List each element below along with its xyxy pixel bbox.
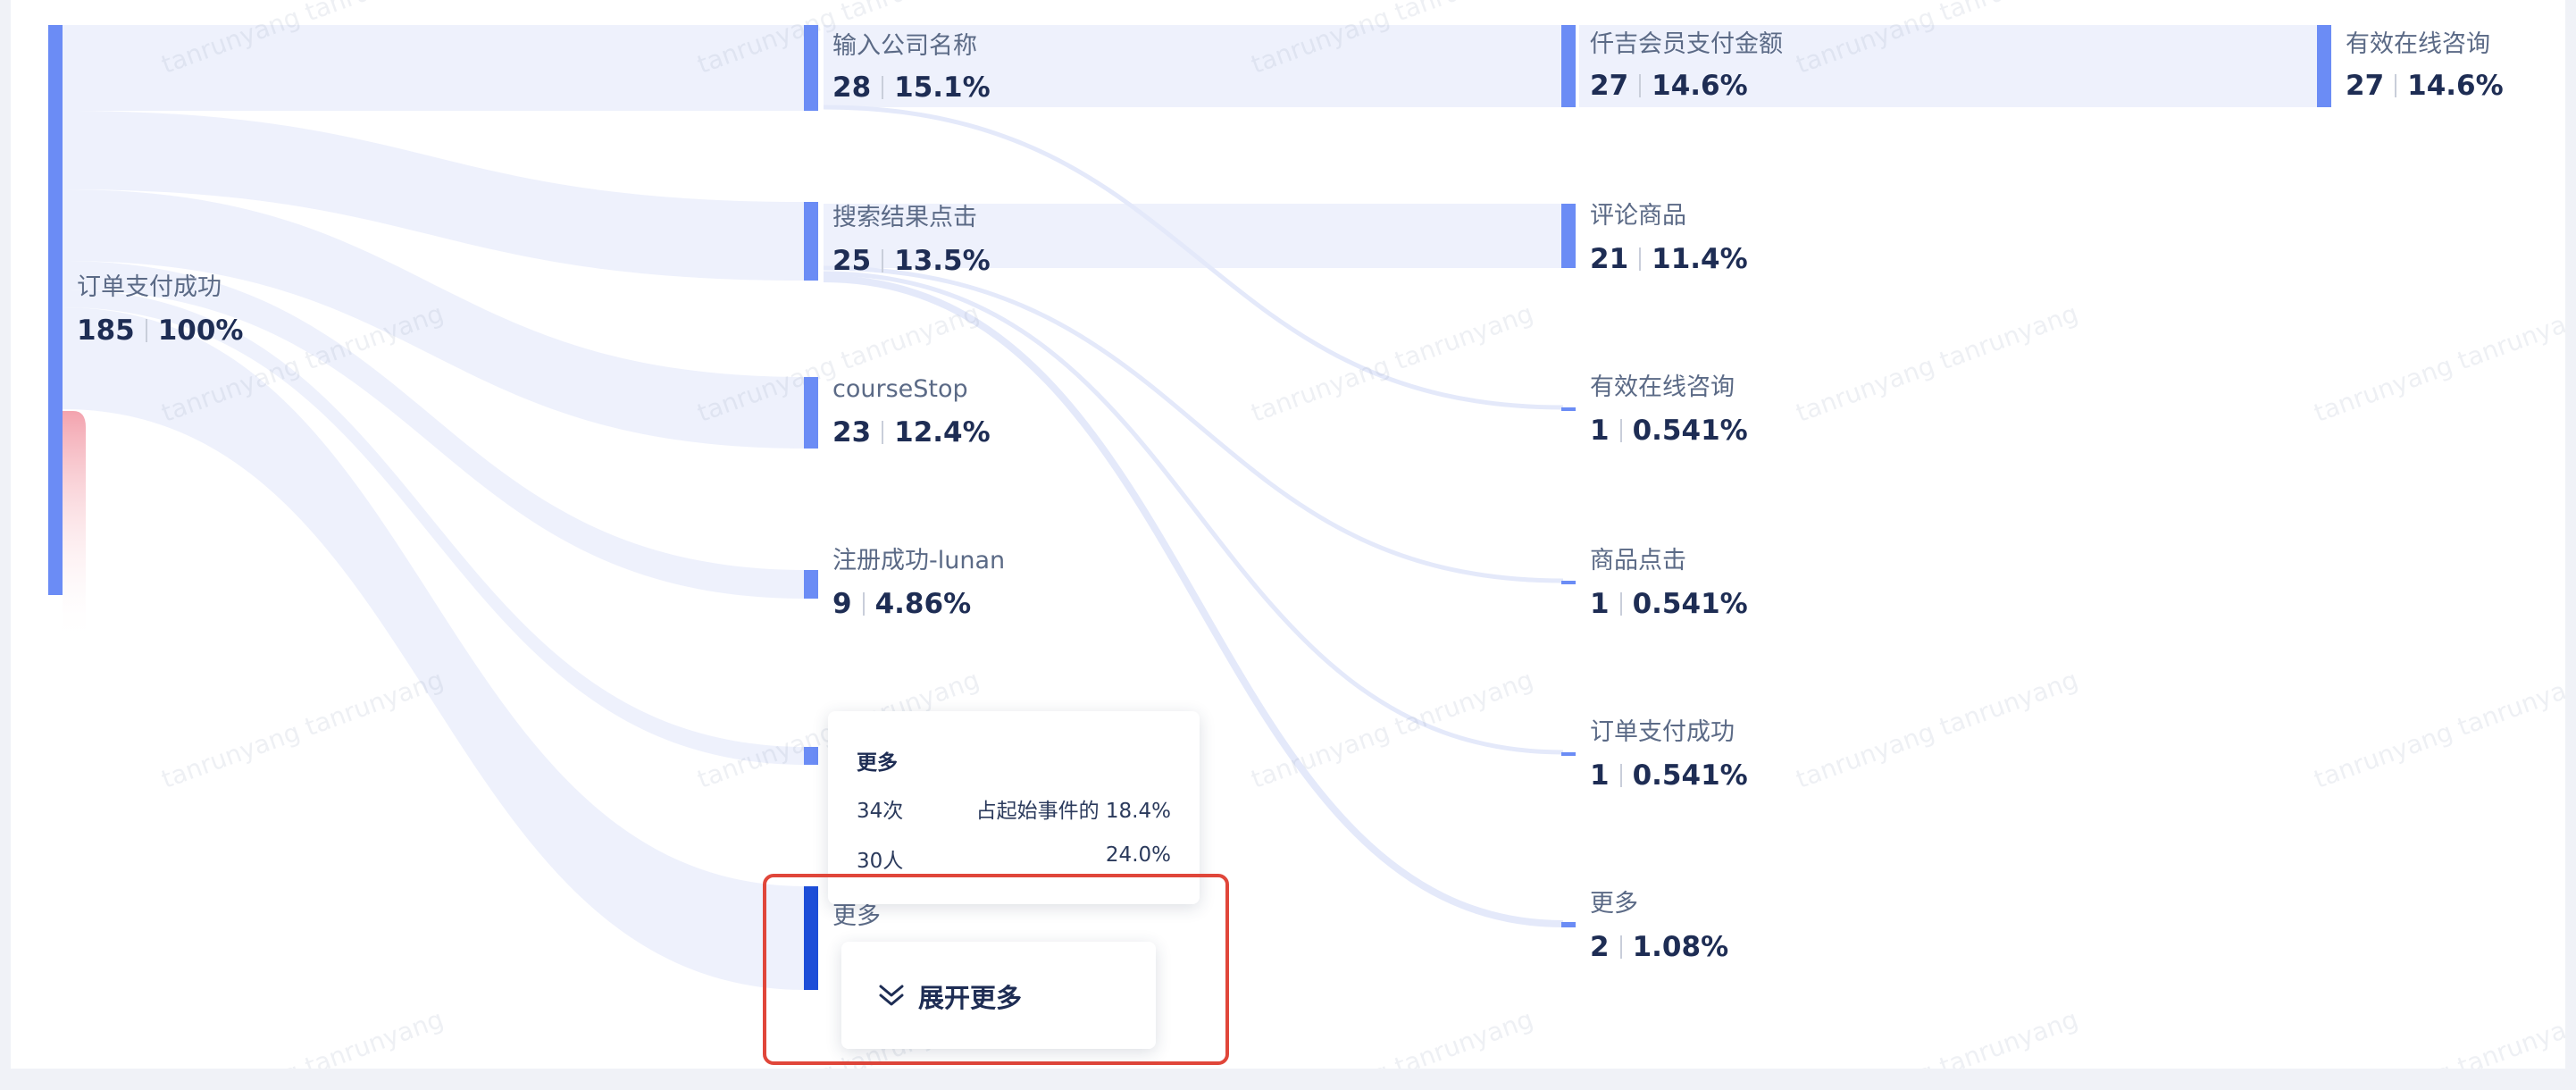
node-count: 27 bbox=[1590, 70, 1629, 102]
tooltip-row-users: 30人 24.0% bbox=[857, 843, 1171, 874]
node-percent: 4.86% bbox=[874, 588, 972, 620]
flow-paths bbox=[63, 25, 2319, 990]
node-percent: 14.6% bbox=[2407, 70, 2504, 102]
node-percent: 12.4% bbox=[894, 416, 991, 449]
node-label: 更多 bbox=[832, 902, 881, 930]
expand-more-label: 展开更多 bbox=[918, 983, 1023, 1013]
flow-search-to-click[interactable] bbox=[823, 265, 1564, 583]
node-count: 28 bbox=[832, 71, 872, 104]
highlight-annotation bbox=[763, 874, 1229, 1065]
node-bar[interactable] bbox=[804, 377, 818, 449]
tooltip-row-times: 34次 占起始事件的 18.4% bbox=[857, 793, 1171, 824]
flow-root-to-more-small[interactable] bbox=[63, 289, 806, 765]
node-bar[interactable] bbox=[1561, 25, 1576, 107]
node-bar[interactable] bbox=[2317, 25, 2331, 107]
node-percent: 0.541% bbox=[1632, 415, 1748, 447]
node-bar[interactable] bbox=[1561, 581, 1576, 584]
node-label: 有效在线咨询 bbox=[1590, 373, 1735, 401]
node-percent: 13.5% bbox=[894, 245, 991, 277]
expand-more-button[interactable]: 展开更多 bbox=[841, 942, 1156, 1049]
node-bar[interactable] bbox=[804, 570, 818, 599]
node-label: courseStop bbox=[832, 375, 968, 403]
flow-company-to-consult[interactable] bbox=[823, 105, 1564, 410]
node-count: 21 bbox=[1590, 243, 1629, 275]
node-percent: 14.6% bbox=[1652, 70, 1748, 102]
tooltip-users-ratio: 24.0% bbox=[1105, 843, 1171, 867]
node-percent: 0.541% bbox=[1632, 588, 1748, 620]
node-tooltip: 更多 34次 占起始事件的 18.4% 30人 24.0% bbox=[828, 711, 1200, 904]
node-bar[interactable] bbox=[48, 25, 63, 595]
node-label: 注册成功-lunan bbox=[832, 547, 1006, 574]
node-bar[interactable] bbox=[1561, 407, 1576, 411]
node-count: 185 bbox=[77, 314, 135, 347]
tooltip-times: 34次 bbox=[857, 800, 904, 823]
node-count: 25 bbox=[832, 245, 872, 277]
node-count: 1 bbox=[1590, 759, 1610, 792]
flow-root-to-coursestop[interactable] bbox=[63, 189, 806, 449]
flow-root-to-more[interactable] bbox=[63, 307, 806, 990]
node-bar[interactable] bbox=[1561, 752, 1576, 756]
node-stat: 23 12.4% bbox=[832, 416, 991, 449]
churn-indicator[interactable] bbox=[63, 411, 86, 643]
node-label: 有效在线咨询 bbox=[2346, 30, 2490, 58]
node-label: 订单支付成功 bbox=[77, 273, 222, 301]
double-chevron-down-icon bbox=[879, 985, 904, 1006]
node-stat: 1 0.541% bbox=[1590, 415, 1748, 447]
node-bar[interactable] bbox=[804, 25, 818, 111]
node-bar[interactable] bbox=[804, 747, 818, 765]
node-label: 商品点击 bbox=[1590, 547, 1686, 574]
flow-root-to-register[interactable] bbox=[63, 261, 806, 599]
node-stat: 1 0.541% bbox=[1590, 759, 1748, 792]
node-count: 2 bbox=[1590, 931, 1610, 963]
node-count: 9 bbox=[832, 588, 852, 620]
node-count: 23 bbox=[832, 416, 872, 449]
node-count: 27 bbox=[2346, 70, 2385, 102]
node-stat: 27 14.6% bbox=[1590, 70, 1748, 102]
tooltip-users: 30人 bbox=[857, 850, 904, 873]
node-percent: 100% bbox=[157, 314, 244, 347]
node-bar[interactable] bbox=[804, 202, 818, 281]
flow-search-to-comment[interactable] bbox=[824, 204, 1563, 268]
node-label: 更多 bbox=[1590, 890, 1638, 918]
flow-search-to-order[interactable] bbox=[823, 271, 1564, 755]
node-stat: 2 1.08% bbox=[1590, 931, 1728, 963]
flow-search-to-more[interactable] bbox=[823, 275, 1564, 927]
node-bar[interactable] bbox=[1561, 922, 1576, 927]
flow-root-to-search[interactable] bbox=[63, 111, 806, 281]
node-percent: 1.08% bbox=[1632, 931, 1729, 963]
node-bar[interactable] bbox=[1561, 204, 1576, 268]
node-percent: 11.4% bbox=[1652, 243, 1748, 275]
node-count: 1 bbox=[1590, 415, 1610, 447]
node-label: 评论商品 bbox=[1590, 202, 1686, 230]
node-percent: 15.1% bbox=[894, 71, 991, 104]
node-stat: 28 15.1% bbox=[832, 71, 991, 104]
node-label: 输入公司名称 bbox=[832, 32, 977, 60]
sankey-canvas: tanrunyang tanrunyang tanrunyang tanruny… bbox=[11, 0, 2565, 1069]
node-stat: 21 11.4% bbox=[1590, 243, 1748, 275]
flow-member-pay-to-consult[interactable] bbox=[1579, 25, 2319, 107]
node-stat: 1 0.541% bbox=[1590, 588, 1748, 620]
tooltip-times-ratio: 占起始事件的 18.4% bbox=[975, 800, 1171, 823]
node-stat: 27 14.6% bbox=[2346, 70, 2504, 102]
node-percent: 0.541% bbox=[1632, 759, 1748, 792]
node-stat: 9 4.86% bbox=[832, 588, 971, 620]
node-label: 订单支付成功 bbox=[1590, 718, 1735, 746]
node-bar[interactable] bbox=[804, 886, 818, 990]
node-stat: 25 13.5% bbox=[832, 245, 991, 277]
tooltip-title: 更多 bbox=[857, 751, 898, 775]
flow-company-to-member-pay[interactable] bbox=[824, 25, 1563, 107]
node-stat: 185 100% bbox=[77, 314, 244, 347]
node-count: 1 bbox=[1590, 588, 1610, 620]
node-label: 仟吉会员支付金额 bbox=[1590, 30, 1783, 58]
node-label: 搜索结果点击 bbox=[832, 204, 977, 231]
flow-root-to-company[interactable] bbox=[63, 25, 806, 111]
